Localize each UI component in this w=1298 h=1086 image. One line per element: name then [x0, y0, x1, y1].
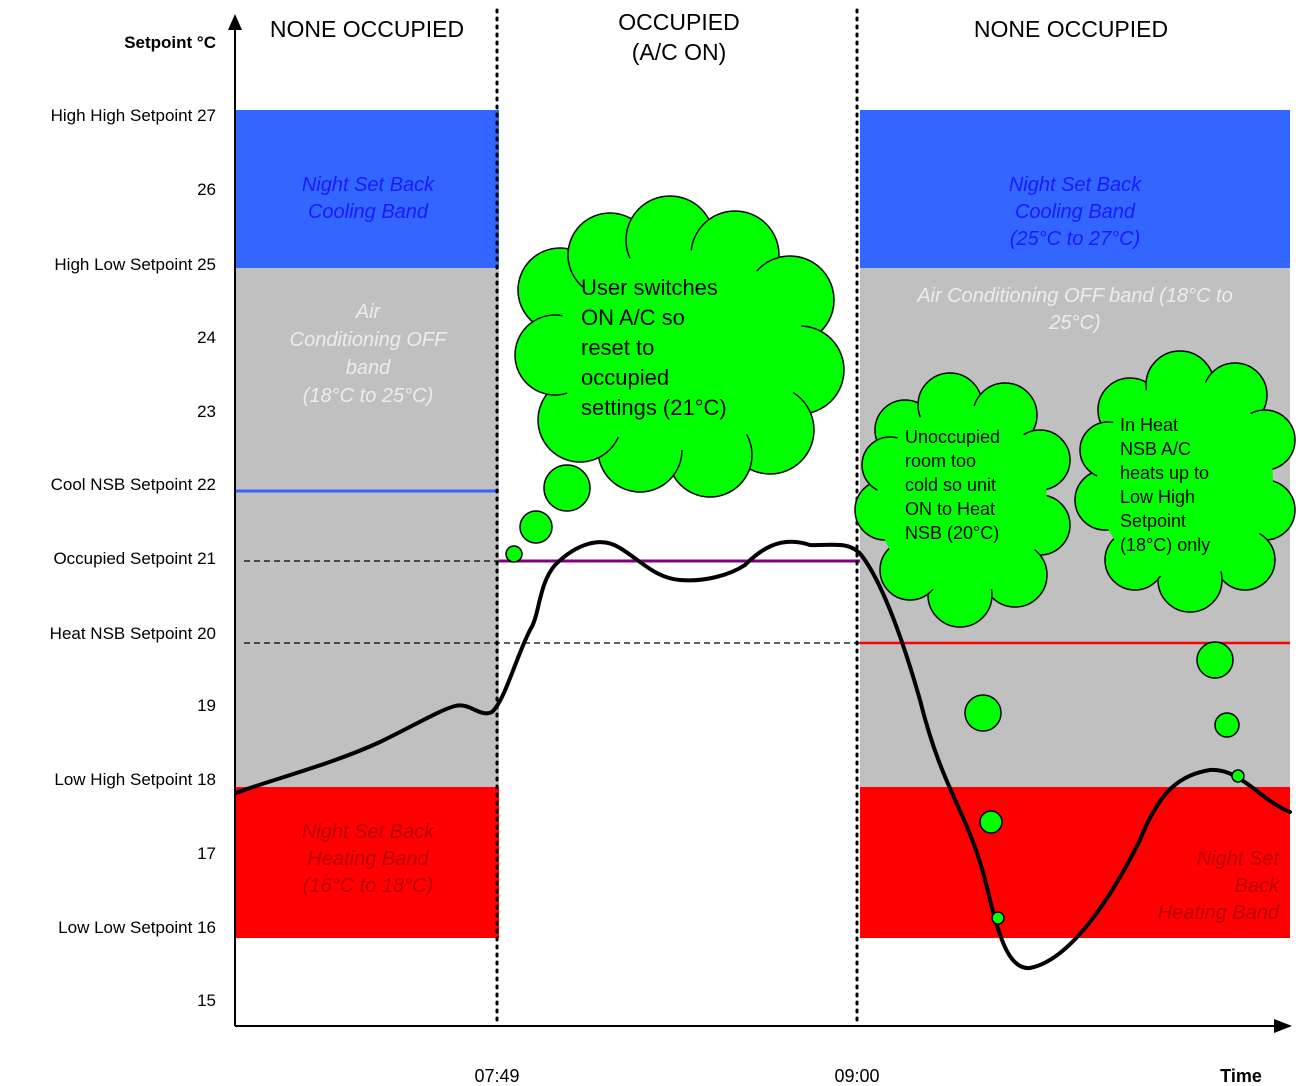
right-heating-band-label: Night Set Back Heating Band [1158, 848, 1281, 924]
left-off-band-label: Air Conditioning OFF band (18°C to 25°C) [290, 301, 449, 407]
header-middle-line2: (A/C ON) [632, 39, 727, 65]
thought-cloud-user-switch [514, 195, 845, 498]
thought-cloud-unoccupied [854, 372, 1071, 628]
right-off-band-label: Air Conditioning OFF band (18°C to 25°C) [916, 285, 1233, 334]
x-label-0749: 07:49 [474, 1066, 519, 1086]
cloud2-line5: NSB (20°C) [905, 523, 999, 543]
right-cooling-band-label: Night Set Back Cooling Band (25°C to 27°… [1009, 174, 1142, 250]
cloud2-line1: Unoccupied [905, 427, 1000, 447]
cloud3-line1: In Heat [1120, 415, 1178, 435]
right-off-line2: 25°C) [1048, 312, 1100, 334]
left-off-band [236, 268, 499, 787]
y-axis-arrow [228, 14, 242, 30]
left-heating-band-label: Night Set Back Heating Band (16°C to 18°… [302, 821, 435, 897]
left-off-line3: band [346, 357, 391, 379]
left-off-line2: Conditioning OFF [290, 329, 449, 351]
cloud3-line3: heats up to [1120, 463, 1209, 483]
cloud3-line6: (18°C) only [1120, 535, 1210, 555]
right-heating-line2: Back [1235, 875, 1280, 897]
y-label-22: Cool NSB Setpoint 22 [51, 475, 216, 494]
cloud-unoccupied-text: Unoccupied room too cold so unit ON to H… [905, 427, 1000, 543]
right-cooling-band [860, 110, 1290, 268]
y-label-21: Occupied Setpoint 21 [53, 549, 216, 568]
cloud1-line1: User switches [581, 275, 718, 300]
left-heating-band [236, 787, 499, 938]
right-off-line1: Air Conditioning OFF band (18°C to [916, 285, 1233, 307]
y-label-20: Heat NSB Setpoint 20 [50, 624, 216, 643]
cloud3-line4: Low High [1120, 487, 1195, 507]
right-heating-band [860, 787, 1290, 938]
y-label-18: Low High Setpoint 18 [54, 770, 216, 789]
thought-bubbles-heat-nsb [1196, 641, 1245, 783]
thought-cloud-heat-nsb [1074, 350, 1296, 613]
x-axis-arrow [1274, 1019, 1292, 1033]
y-label-23: 23 [197, 402, 216, 421]
header-left: NONE OCCUPIED [270, 16, 464, 42]
y-label-19: 19 [197, 696, 216, 715]
cloud2-line2: room too [905, 451, 976, 471]
cloud2-line3: cold so unit [905, 475, 996, 495]
y-axis-title: Setpoint °C [124, 33, 216, 52]
left-cooling-band [236, 110, 499, 268]
right-heating-line3: Heating Band [1158, 902, 1280, 924]
left-heating-line2: Heating Band [307, 848, 429, 870]
cloud3-line2: NSB A/C [1120, 439, 1191, 459]
right-cooling-line3: (25°C to 27°C) [1010, 228, 1141, 250]
left-off-line4: (18°C to 25°C) [303, 385, 434, 407]
left-heating-line3: (16°C to 18°C) [303, 875, 434, 897]
right-cooling-line2: Cooling Band [1015, 201, 1136, 223]
cloud1-line3: reset to [581, 335, 654, 360]
cloud1-line2: ON A/C so [581, 305, 685, 330]
y-label-27: High High Setpoint 27 [51, 106, 216, 125]
y-label-16: Low Low Setpoint 16 [58, 918, 216, 937]
left-heating-line1: Night Set Back [302, 821, 435, 843]
y-label-15: 15 [197, 991, 216, 1010]
cloud-user-switch-text: User switches ON A/C so reset to occupie… [581, 275, 727, 420]
cloud2-line4: ON to Heat [905, 499, 995, 519]
y-label-25: High Low Setpoint 25 [54, 255, 216, 274]
cloud-heat-nsb-text: In Heat NSB A/C heats up to Low High Set… [1120, 415, 1210, 555]
y-label-24: 24 [197, 328, 216, 347]
temperature-curve [234, 539, 1292, 971]
right-heating-line1: Night Set [1197, 848, 1281, 870]
header-middle-line1: OCCUPIED [618, 9, 739, 35]
left-off-line1: Air [355, 301, 382, 323]
x-label-0900: 09:00 [834, 1066, 879, 1086]
thought-bubbles-unoccupied [964, 694, 1005, 925]
left-cooling-line2: Cooling Band [308, 201, 429, 223]
y-label-26: 26 [197, 180, 216, 199]
left-cooling-band-label: Night Set Back Cooling Band [302, 174, 435, 223]
cloud3-line5: Setpoint [1120, 511, 1186, 531]
cloud1-line4: occupied [581, 365, 669, 390]
thought-bubbles-user-switch [505, 464, 591, 563]
y-label-17: 17 [197, 844, 216, 863]
x-axis-title: Time [1220, 1066, 1262, 1086]
cloud1-line5: settings (21°C) [581, 395, 727, 420]
header-right: NONE OCCUPIED [974, 16, 1168, 42]
left-cooling-line1: Night Set Back [302, 174, 435, 196]
right-cooling-line1: Night Set Back [1009, 174, 1142, 196]
